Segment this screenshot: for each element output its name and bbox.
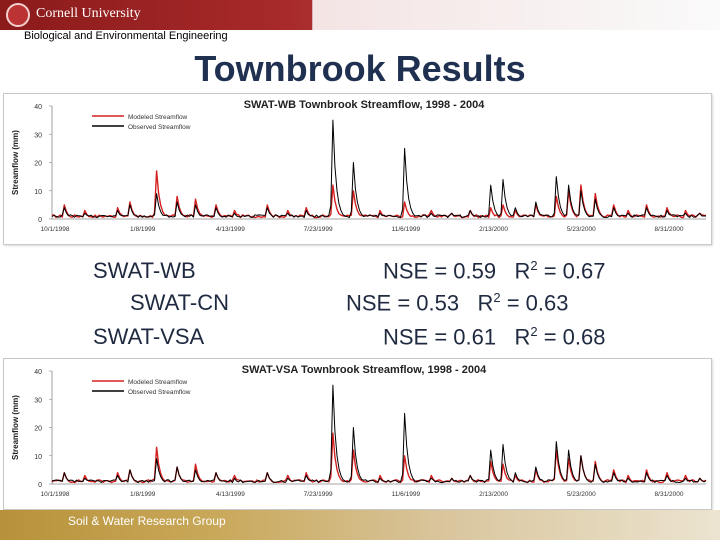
x-tick-label: 1/8/1999 — [130, 226, 156, 233]
r2-value: = 0.63 — [500, 290, 569, 316]
x-tick-label: 11/6/1999 — [392, 491, 421, 498]
y-tick-label: 10 — [34, 454, 42, 461]
x-tick-label: 11/6/1999 — [392, 226, 421, 233]
cornell-seal-icon — [6, 3, 30, 27]
y-tick-label: 20 — [34, 426, 42, 433]
chart-swat-wb: SWAT-WB Townbrook Streamflow, 1998 - 200… — [3, 93, 712, 245]
r2-label: R — [514, 258, 531, 284]
x-tick-label: 2/13/2000 — [479, 491, 508, 498]
y-tick-label: 40 — [34, 369, 42, 376]
legend-label: Modeled Streamflow — [128, 379, 188, 386]
y-tick-label: 0 — [38, 482, 42, 489]
model-label-vsa: SWAT-VSA — [93, 324, 205, 349]
department-name: Biological and Environmental Engineering — [24, 30, 228, 42]
x-tick-label: 2/13/2000 — [479, 226, 508, 233]
legend-label: Modeled Streamflow — [128, 114, 188, 121]
y-tick-label: 30 — [34, 132, 42, 139]
r2-exponent: 2 — [530, 324, 538, 339]
series-line-observed — [51, 384, 707, 484]
x-tick-label: 7/23/1999 — [304, 491, 333, 498]
x-tick-label: 8/31/2000 — [655, 226, 684, 233]
footer-band — [0, 510, 720, 540]
r2-value: = 0.68 — [537, 324, 606, 350]
x-tick-label: 5/23/2000 — [567, 226, 596, 233]
y-axis-label: Streamflow (mm) — [11, 395, 20, 460]
chart-svg: SWAT-WB Townbrook Streamflow, 1998 - 200… — [11, 99, 707, 233]
x-tick-label: 8/31/2000 — [655, 491, 684, 498]
chart-svg: SWAT-VSA Townbrook Streamflow, 1998 - 20… — [11, 364, 707, 498]
model-label-wb: SWAT-WB — [93, 258, 196, 283]
model-label-cn: SWAT-CN — [130, 290, 229, 315]
y-axis-label: Streamflow (mm) — [11, 130, 20, 195]
footer-text: Soil & Water Research Group — [68, 514, 226, 528]
y-tick-label: 20 — [34, 161, 42, 168]
nse-value: NSE = 0.59 — [383, 258, 497, 284]
series-line-observed — [51, 119, 707, 219]
r2-exponent: 2 — [493, 290, 501, 305]
header-band: Cornell University — [0, 0, 720, 30]
chart-swat-vsa: SWAT-VSA Townbrook Streamflow, 1998 - 20… — [3, 358, 712, 510]
stats-vsa: NSE = 0.61 R2 = 0.68 — [383, 324, 606, 350]
nse-value: NSE = 0.61 — [383, 324, 497, 350]
slide-title: Townbrook Results — [194, 48, 526, 89]
r2-label: R — [514, 324, 531, 350]
x-tick-label: 7/23/1999 — [304, 226, 333, 233]
series-line-modeled — [51, 170, 707, 219]
nse-value: NSE = 0.53 — [346, 290, 460, 316]
y-tick-label: 10 — [34, 189, 42, 196]
legend-label: Observed Streamflow — [128, 389, 191, 396]
legend-label: Observed Streamflow — [128, 124, 191, 131]
chart-title: SWAT-WB Townbrook Streamflow, 1998 - 200… — [244, 99, 486, 111]
series-line-modeled — [51, 432, 707, 484]
x-tick-label: 10/1/1998 — [41, 226, 70, 233]
r2-exponent: 2 — [530, 258, 538, 273]
x-tick-label: 4/13/1999 — [216, 226, 245, 233]
y-tick-label: 40 — [34, 104, 42, 111]
y-tick-label: 30 — [34, 397, 42, 404]
r2-label: R — [477, 290, 494, 316]
x-tick-label: 4/13/1999 — [216, 491, 245, 498]
stats-cn: NSE = 0.53 R2 = 0.63 — [346, 290, 569, 316]
chart-title: SWAT-VSA Townbrook Streamflow, 1998 - 20… — [242, 364, 487, 376]
r2-value: = 0.67 — [537, 258, 606, 284]
x-tick-label: 10/1/1998 — [41, 491, 70, 498]
stats-wb: NSE = 0.59 R2 = 0.67 — [383, 258, 606, 284]
university-name: Cornell University — [36, 6, 141, 21]
y-tick-label: 0 — [38, 217, 42, 224]
header-right-panel — [312, 0, 720, 30]
x-tick-label: 5/23/2000 — [567, 491, 596, 498]
x-tick-label: 1/8/1999 — [130, 491, 156, 498]
